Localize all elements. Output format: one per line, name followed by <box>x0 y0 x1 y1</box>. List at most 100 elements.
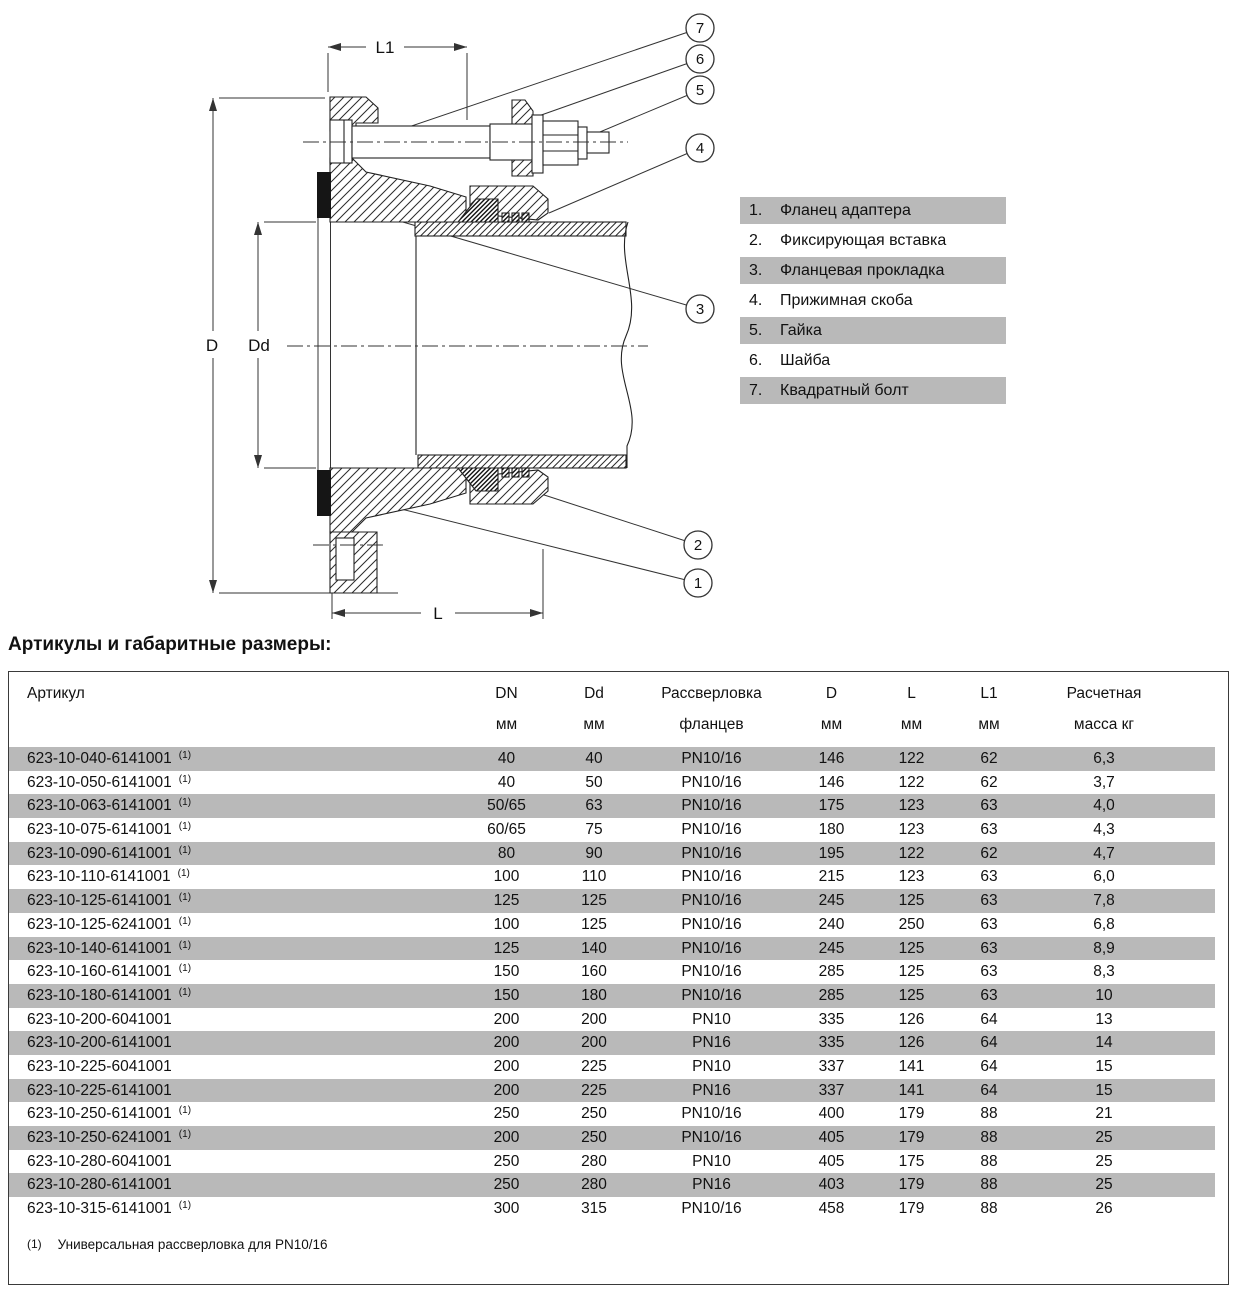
legend-item-label: Фиксирующая вставка <box>780 231 947 249</box>
l1-cell: 88 <box>980 1152 998 1170</box>
article-number: 623-10-040-6141001 <box>27 750 172 767</box>
l1-cell: 88 <box>980 1105 998 1123</box>
d-cell: 146 <box>818 750 845 767</box>
table-row: 623-10-280-6041001 250 280 PN10 405 175 88 25 <box>9 1150 1215 1174</box>
svg-text:3: 3 <box>696 301 704 318</box>
mass-cell: 15 <box>1095 1057 1113 1075</box>
l-cell: 122 <box>898 773 925 791</box>
column-unit: мм <box>820 716 843 733</box>
dd-cell: 200 <box>581 1010 607 1028</box>
l1-cell: 64 <box>980 1034 998 1052</box>
dd-cell: 200 <box>581 1034 607 1052</box>
dd-cell: 250 <box>581 1105 607 1123</box>
article-number: 623-10-280-6041001 <box>27 1152 172 1170</box>
l1-cell: 63 <box>980 939 998 957</box>
column-unit: мм <box>583 716 605 733</box>
pipe <box>414 221 633 469</box>
dn-cell: 60/65 <box>487 821 526 839</box>
footnote-reference: (1) <box>178 1129 192 1140</box>
article-number: 623-10-200-6041001 <box>27 1010 172 1028</box>
column-label: DN <box>495 685 518 702</box>
fixing-insert-teeth-lower <box>501 467 510 478</box>
table-row: 623-10-125-6141001 (1) 125 125 PN10/16 245 125… <box>9 889 1215 913</box>
d-cell: 337 <box>818 1081 845 1099</box>
table-row: 623-10-315-6141001 (1) 300 315 PN10/16 458 179… <box>9 1197 1215 1221</box>
drilling-cell: PN10 <box>692 1152 731 1170</box>
table-row: 623-10-225-6041001 200 225 PN10 337 141 64 15 <box>9 1055 1215 1079</box>
drilling-cell: PN10/16 <box>681 939 742 957</box>
l-cell: 125 <box>898 939 925 957</box>
l1-cell: 88 <box>980 1129 998 1146</box>
dd-cell: 125 <box>581 915 607 933</box>
article-number: 623-10-250-6241001 <box>27 1129 172 1146</box>
article-cell: 623-10-140-6141001 (1) <box>9 937 459 963</box>
drilling-cell: PN10/16 <box>681 1105 742 1123</box>
column-label: L <box>907 685 916 702</box>
dd-cell: 180 <box>581 986 607 1004</box>
dn-cell: 80 <box>497 844 516 862</box>
l-cell: 179 <box>898 1129 925 1146</box>
l-cell: 175 <box>898 1152 925 1170</box>
column-header-4: Рассверловка фланцев <box>634 685 789 747</box>
article-number: 623-10-225-6141001 <box>27 1081 172 1099</box>
d-cell: 405 <box>818 1152 845 1170</box>
column-unit: масса кг <box>1073 716 1135 733</box>
technical-drawing: L1 D Dd L 7 6 5 4 3 2 1 1. Фланец адаптер… <box>0 0 1235 635</box>
legend-item-number: 7. <box>749 381 763 399</box>
flange-gasket <box>456 198 499 223</box>
drilling-cell: PN10/16 <box>681 986 742 1004</box>
callout-2: 2 <box>683 530 713 560</box>
dd-cell: 280 <box>581 1176 607 1194</box>
d-cell: 175 <box>818 797 845 815</box>
dd-cell: 315 <box>581 1200 607 1218</box>
footnote-reference: (1) <box>178 986 192 998</box>
l1-cell: 88 <box>980 1200 998 1218</box>
l-cell: 123 <box>898 821 925 839</box>
legend-item-3: 3. Фланцевая прокладка <box>740 257 1006 284</box>
l-cell: 125 <box>898 963 925 981</box>
d-cell: 405 <box>818 1129 845 1146</box>
mass-cell: 6,3 <box>1093 750 1115 767</box>
legend-item-number: 6. <box>749 351 763 369</box>
column-unit: мм <box>900 716 923 733</box>
l-cell: 179 <box>898 1105 925 1123</box>
l1-cell: 63 <box>980 868 998 886</box>
article-number: 623-10-090-6141001 <box>27 844 172 862</box>
dn-cell: 100 <box>493 915 520 933</box>
article-cell: 623-10-110-6141001 (1) <box>9 865 459 891</box>
footnote-reference: (1) <box>178 1200 192 1212</box>
d-cell: 245 <box>818 939 845 957</box>
article-cell: 623-10-050-6141001 (1) <box>9 771 459 797</box>
dd-cell: 280 <box>581 1152 607 1170</box>
dd-cell: 50 <box>585 773 603 791</box>
article-number: 623-10-050-6141001 <box>27 773 172 791</box>
drilling-cell: PN10/16 <box>681 750 742 767</box>
dimension-labels: L1 D Dd L <box>201 36 455 625</box>
flange-lower <box>329 467 549 594</box>
d-cell: 335 <box>818 1034 845 1052</box>
dd-cell: 63 <box>585 797 603 815</box>
mass-cell: 25 <box>1095 1129 1113 1146</box>
footnote-reference: (1) <box>178 750 192 761</box>
dn-cell: 250 <box>493 1152 520 1170</box>
drilling-cell: PN16 <box>692 1176 731 1194</box>
table-row: 623-10-090-6141001 (1) 80 90 PN10/16 195 122 62… <box>9 841 1215 866</box>
column-label: D <box>825 685 838 702</box>
article-number: 623-10-200-6141001 <box>27 1034 172 1052</box>
callout-balloons: 7 6 5 4 3 2 1 <box>683 13 715 598</box>
dn-cell: 200 <box>493 1010 520 1028</box>
svg-text:1: 1 <box>694 575 702 592</box>
callout-1: 1 <box>683 568 713 598</box>
drilling-cell: PN10/16 <box>681 868 742 886</box>
mass-cell: 6,8 <box>1093 915 1115 933</box>
table-row: 623-10-250-6241001 (1) 200 250 PN10/16 405 179… <box>9 1126 1215 1150</box>
article-cell: 623-10-075-6141001 (1) <box>9 818 459 844</box>
mass-cell: 10 <box>1095 986 1113 1004</box>
callout-4: 4 <box>685 133 715 163</box>
callout-7: 7 <box>685 13 715 43</box>
drilling-cell: PN10/16 <box>681 915 742 933</box>
legend-item-4: 4. Прижимная скоба <box>740 287 1006 314</box>
column-label: Dd <box>584 685 604 702</box>
